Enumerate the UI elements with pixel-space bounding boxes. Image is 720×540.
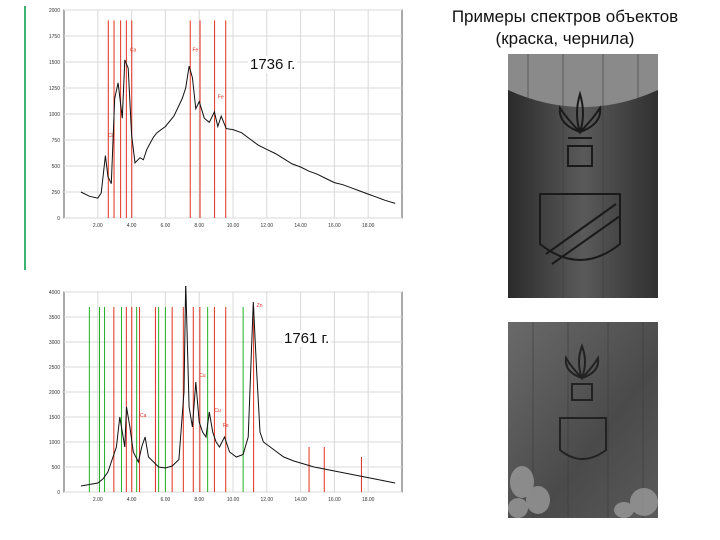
spectrum-chart-1761: FeCaZnCuCuFe2.004.006.008.0010.0012.0014… <box>30 273 406 510</box>
y-tick-label: 2000 <box>49 390 60 396</box>
x-tick-label: 6.00 <box>161 497 171 503</box>
x-tick-label: 10.00 <box>227 497 240 503</box>
x-tick-label: 18.00 <box>362 223 375 229</box>
y-tick-label: 2000 <box>49 8 60 14</box>
x-tick-label: 6.00 <box>161 223 171 229</box>
x-tick-label: 14.00 <box>294 223 307 229</box>
xray-watermark-photo-1 <box>508 54 658 298</box>
watermark-fleur-de-lis-image <box>508 322 658 518</box>
x-tick-label: 8.00 <box>194 223 204 229</box>
peak-label: Cu <box>214 408 221 414</box>
y-tick-label: 1750 <box>49 34 60 40</box>
xray-watermark-photo-2 <box>508 322 658 518</box>
slide-title: Примеры спектров объектов (краска, черни… <box>420 6 710 50</box>
y-tick-label: 1250 <box>49 86 60 92</box>
peak-label: Fe <box>218 94 224 100</box>
x-tick-label: 18.00 <box>362 497 375 503</box>
x-tick-label: 4.00 <box>127 497 137 503</box>
y-tick-label: 1500 <box>49 60 60 66</box>
y-tick-label: 0 <box>57 216 60 222</box>
y-tick-label: 3000 <box>49 340 60 346</box>
left-accent-rule <box>24 6 26 270</box>
peak-label: Ca <box>130 48 137 54</box>
y-tick-label: 4000 <box>49 290 60 296</box>
y-tick-label: 250 <box>52 190 61 196</box>
peak-label: Fe <box>223 423 229 429</box>
peak-label: Cl <box>108 133 113 139</box>
x-tick-label: 2.00 <box>93 497 103 503</box>
y-tick-label: 2500 <box>49 365 60 371</box>
spectrum-chart-1736: Ca Fe Fe Cl 2.00 4.00 6.00 8.00 10.00 12.00 14.00 1… <box>30 4 406 236</box>
spectrum-label-1761: 1761 г. <box>282 330 332 347</box>
x-tick-label: 8.00 <box>194 497 204 503</box>
y-tick-label: 500 <box>52 465 61 471</box>
peak-label: Fe <box>192 48 198 54</box>
y-tick-label: 1500 <box>49 415 60 421</box>
y-tick-label: 1000 <box>49 440 60 446</box>
title-line-1: Примеры спектров объектов <box>451 7 679 26</box>
peak-label: Ca <box>140 413 147 419</box>
spectrum-label-1736: 1736 г. <box>248 56 298 73</box>
x-tick-label: 12.00 <box>261 223 274 229</box>
watermark-fleur-de-lis-shield-image <box>508 54 658 298</box>
y-tick-label: 500 <box>52 164 61 170</box>
y-tick-label: 3500 <box>49 315 60 321</box>
y-tick-label: 0 <box>57 490 60 496</box>
peak-label: Zn <box>257 303 263 309</box>
x-tick-label: 4.00 <box>127 223 137 229</box>
y-tick-label: 1000 <box>49 112 60 118</box>
spectrum-series-line <box>80 281 396 487</box>
title-line-2: (краска, чернила) <box>495 29 635 48</box>
x-tick-label: 2.00 <box>93 223 103 229</box>
spectrum-series-line <box>80 59 396 204</box>
x-tick-label: 10.00 <box>227 223 240 229</box>
spectrum-1761-svg: FeCaZnCuCuFe2.004.006.008.0010.0012.0014… <box>49 273 403 503</box>
x-tick-label: 16.00 <box>328 223 341 229</box>
x-tick-label: 12.00 <box>261 497 274 503</box>
peak-label: Cu <box>199 373 206 379</box>
x-tick-label: 16.00 <box>328 497 341 503</box>
x-tick-label: 14.00 <box>294 497 307 503</box>
spectrum-1736-svg: Ca Fe Fe Cl 2.00 4.00 6.00 8.00 10.00 12.00 14.00 1… <box>49 8 403 229</box>
y-tick-label: 750 <box>52 138 61 144</box>
